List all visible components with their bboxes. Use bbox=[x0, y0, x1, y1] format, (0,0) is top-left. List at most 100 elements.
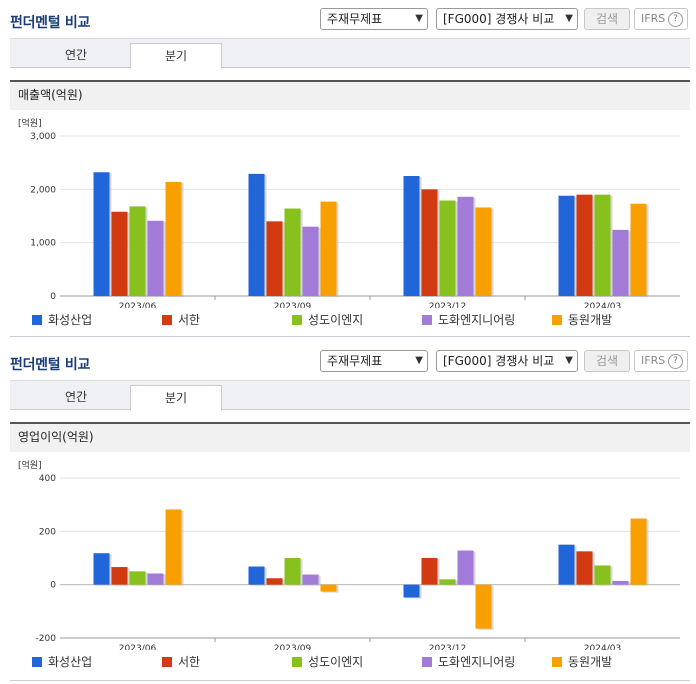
peer-select[interactable]: [FG000] 경쟁사 비교 ▼ bbox=[436, 350, 578, 372]
fundamental-panel-operating-profit: 펀더멘털 비교 주재무제표 ▼ [FG000] 경쟁사 비교 ▼ 검색 IFRS? … bbox=[0, 342, 696, 681]
y-tick-label: 0 bbox=[50, 581, 56, 591]
legend-item[interactable]: 동원개발 bbox=[552, 313, 612, 327]
y-tick-label: 3,000 bbox=[30, 132, 56, 142]
peer-select[interactable]: [FG000] 경쟁사 비교 ▼ bbox=[436, 8, 578, 30]
legend-swatch bbox=[162, 657, 172, 667]
bar bbox=[457, 196, 474, 296]
bar bbox=[576, 551, 593, 585]
period-tabs: 연간 분기 bbox=[10, 38, 690, 69]
unit-label: [억원] bbox=[18, 117, 42, 129]
panel-header: 펀더멘털 비교 주재무제표 ▼ [FG000] 경쟁사 비교 ▼ 검색 IFRS? bbox=[0, 0, 696, 36]
chart-legend: 화성산업 서한 성도이엔지 도화엔지니어링 동원개발 bbox=[10, 313, 690, 329]
bar bbox=[594, 565, 611, 585]
legend-swatch bbox=[292, 657, 302, 667]
legend-label: 성도이엔지 bbox=[308, 313, 364, 327]
y-tick-label: -200 bbox=[36, 634, 57, 644]
bar bbox=[248, 566, 265, 585]
statement-select[interactable]: 주재무제표 ▼ bbox=[320, 350, 428, 372]
bar bbox=[129, 206, 146, 296]
tab-annual[interactable]: 연간 bbox=[64, 390, 88, 404]
y-tick-label: 2,000 bbox=[30, 185, 56, 195]
legend-item[interactable]: 화성산업 bbox=[32, 655, 92, 669]
x-tick-label: 2023/09 bbox=[274, 302, 312, 308]
legend-swatch bbox=[552, 315, 562, 325]
bar bbox=[612, 580, 629, 585]
chevron-down-icon: ▼ bbox=[415, 355, 423, 366]
operating-profit-chart: [억원] 400 200 0 -200 2023/06 2023/09 2023/12 2024… bbox=[18, 459, 680, 650]
bar bbox=[558, 544, 575, 585]
legend-item[interactable]: 도화엔지니어링 bbox=[422, 313, 515, 327]
bar bbox=[630, 518, 647, 585]
bar bbox=[475, 584, 492, 629]
bar bbox=[320, 201, 337, 296]
legend-item[interactable]: 성도이엔지 bbox=[292, 655, 363, 669]
chart-legend: 화성산업 서한 성도이엔지 도화엔지니어링 동원개발 bbox=[10, 655, 690, 671]
help-icon[interactable]: ? bbox=[668, 12, 683, 27]
bar bbox=[421, 558, 438, 585]
tab-quarterly[interactable]: 분기 bbox=[130, 43, 222, 69]
bar bbox=[612, 229, 629, 296]
y-tick-label: 400 bbox=[39, 474, 56, 484]
chevron-down-icon: ▼ bbox=[415, 13, 423, 24]
legend-item[interactable]: 동원개발 bbox=[552, 655, 612, 669]
panel-divider bbox=[10, 336, 690, 337]
bar bbox=[111, 567, 128, 585]
bar bbox=[147, 220, 164, 296]
search-button[interactable]: 검색 bbox=[584, 8, 630, 30]
legend-swatch bbox=[422, 657, 432, 667]
legend-item[interactable]: 서한 bbox=[162, 655, 200, 669]
panel-title: 펀더멘털 비교 bbox=[10, 357, 91, 373]
legend-label: 성도이엔지 bbox=[308, 655, 364, 669]
x-tick-label: 2023/09 bbox=[274, 644, 312, 650]
x-tick-label: 2023/12 bbox=[429, 302, 466, 308]
statement-select-value: 주재무제표 bbox=[327, 354, 383, 368]
x-tick-label: 2023/06 bbox=[119, 644, 157, 650]
section-title: 매출액(억원) bbox=[10, 80, 690, 110]
bar bbox=[284, 558, 301, 585]
bar bbox=[320, 584, 337, 592]
panel-header: 펀더멘털 비교 주재무제표 ▼ [FG000] 경쟁사 비교 ▼ 검색 IFRS? bbox=[0, 342, 696, 378]
bar bbox=[129, 571, 146, 585]
panel-title: 펀더멘털 비교 bbox=[10, 15, 91, 31]
bar bbox=[475, 207, 492, 296]
ifrs-label: IFRS bbox=[641, 354, 666, 367]
legend-swatch bbox=[32, 657, 42, 667]
bar bbox=[630, 203, 647, 296]
bar bbox=[266, 221, 283, 296]
legend-label: 도화엔지니어링 bbox=[438, 313, 516, 327]
legend-swatch bbox=[292, 315, 302, 325]
legend-item[interactable]: 화성산업 bbox=[32, 313, 92, 327]
tab-quarterly[interactable]: 분기 bbox=[130, 385, 222, 411]
x-tick-label: 2023/06 bbox=[119, 302, 157, 308]
legend-item[interactable]: 서한 bbox=[162, 313, 200, 327]
sales-chart: [억원] 3,000 2,000 1,000 0 2023/06 2023/09 2023/1… bbox=[18, 117, 680, 308]
y-tick-label: 1,000 bbox=[30, 239, 56, 249]
chevron-down-icon: ▼ bbox=[565, 355, 573, 366]
peer-select-value: [FG000] 경쟁사 비교 bbox=[443, 354, 555, 368]
ifrs-button[interactable]: IFRS? bbox=[634, 350, 688, 372]
statement-select[interactable]: 주재무제표 ▼ bbox=[320, 8, 428, 30]
help-icon[interactable]: ? bbox=[668, 354, 683, 369]
bar bbox=[302, 574, 319, 585]
bar bbox=[165, 509, 182, 585]
tab-annual[interactable]: 연간 bbox=[64, 48, 88, 62]
y-tick-label: 200 bbox=[39, 527, 56, 537]
bar bbox=[439, 579, 456, 585]
bar bbox=[302, 226, 319, 296]
search-button[interactable]: 검색 bbox=[584, 350, 630, 372]
bar bbox=[457, 550, 474, 585]
ifrs-button[interactable]: IFRS? bbox=[634, 8, 688, 30]
ifrs-label: IFRS bbox=[641, 12, 666, 25]
bar bbox=[576, 194, 593, 296]
bar bbox=[111, 211, 128, 296]
bar bbox=[403, 584, 420, 598]
legend-label: 화성산업 bbox=[48, 313, 93, 327]
chevron-down-icon: ▼ bbox=[565, 13, 573, 24]
bar bbox=[248, 173, 265, 296]
section-title: 영업이익(억원) bbox=[10, 422, 690, 452]
legend-swatch bbox=[32, 315, 42, 325]
legend-item[interactable]: 성도이엔지 bbox=[292, 313, 363, 327]
legend-item[interactable]: 도화엔지니어링 bbox=[422, 655, 515, 669]
statement-select-value: 주재무제표 bbox=[327, 12, 383, 26]
x-tick-label: 2023/12 bbox=[429, 644, 466, 650]
